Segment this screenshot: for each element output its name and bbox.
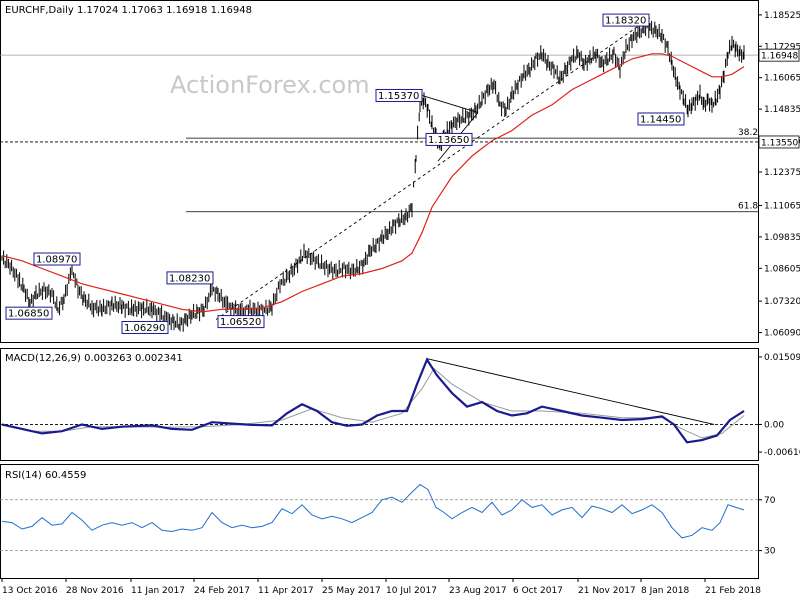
price-annotation-box (602, 13, 650, 27)
price-annotation-label: 1.08230 (169, 273, 210, 284)
x-tick-label: 24 Feb 2017 (194, 586, 250, 596)
price-annotation-label: 1.06520 (220, 317, 261, 328)
price-tick-label: 1.14835 (764, 105, 800, 115)
price-annotation-label: 1.18320 (605, 16, 646, 27)
price-bars (1, 19, 745, 332)
macd-line (1, 357, 745, 444)
price-annotation-box (425, 132, 473, 146)
price-annotation-box (121, 320, 169, 334)
price-annotation-label: 1.06850 (8, 309, 49, 320)
macd-tick-label: 0.00 (764, 420, 784, 430)
rsi-tick-label: 70 (764, 496, 776, 506)
current-price-box (758, 48, 800, 62)
uptrend-dashed-line (215, 17, 651, 320)
macd-label: MACD(12,26,9) 0.003263 0.002341 (5, 353, 183, 364)
x-tick-label: 11 Apr 2017 (258, 586, 314, 596)
price-annotation-box (637, 112, 685, 126)
price-annotation-box (166, 271, 214, 285)
macd-tick-label: 0.015092 (764, 353, 800, 363)
symbol-label: EURCHF,Daily 1.17024 1.17063 1.16918 1.1… (5, 5, 252, 16)
x-tick-label: 25 May 2017 (322, 586, 381, 596)
x-tick-label: 11 Jan 2017 (131, 586, 185, 596)
rsi-label: RSI(14) 60.4559 (5, 470, 86, 481)
price-tick-label: 1.12375 (764, 168, 800, 178)
price-tick-label: 1.09835 (764, 233, 800, 243)
price-annotation-label: 1.06290 (124, 323, 165, 334)
rsi-tick-label: 30 (764, 547, 776, 557)
x-tick-label: 28 Nov 2016 (66, 586, 124, 596)
watermark: ActionForex.com (170, 71, 370, 99)
macd-panel (0, 348, 759, 461)
macd-trendline (426, 358, 715, 425)
macd-tick-label: -0.00616 (764, 448, 800, 458)
x-tick-label: 21 Feb 2018 (705, 586, 761, 596)
fib-38-label: 38.2 (738, 128, 758, 138)
price-annotation-label: 1.08970 (36, 255, 77, 266)
rsi-line (1, 483, 745, 539)
price-annotation-label: 1.14450 (640, 114, 681, 125)
price-tick-label: 1.07320 (764, 297, 800, 307)
price-annotation-box (217, 315, 265, 329)
price-annotation-box (5, 306, 53, 320)
level-tag-label: 1.13550 (761, 138, 798, 148)
fib-61-label: 61.8 (738, 202, 758, 212)
price-tick-label: 1.06090 (764, 329, 800, 339)
level-tag-box (758, 135, 800, 149)
price-annotation-label: 1.15370 (378, 91, 419, 102)
triangle-upper-line (421, 95, 479, 114)
x-tick-label: 8 Jan 2018 (641, 586, 689, 596)
moving-average-line (1, 53, 745, 313)
price-tick-label: 1.11065 (764, 201, 800, 211)
x-tick-label: 23 Aug 2017 (449, 586, 507, 596)
x-axis: 13 Oct 2016 28 Nov 2016 11 Jan 2017 24 Feb … (1, 578, 761, 596)
rsi-panel (0, 464, 759, 579)
macd-layer: 0.015092 0.00 -0.00616 (0, 353, 800, 458)
rsi-layer: 70 30 (0, 483, 776, 557)
price-tick-label: 1.18525 (764, 11, 800, 21)
current-price-label: 1.16948 (761, 52, 798, 62)
price-tick-label: 1.17295 (764, 42, 800, 52)
x-tick-label: 21 Nov 2017 (578, 586, 636, 596)
x-tick-label: 13 Oct 2016 (2, 586, 58, 596)
price-annotation-box (33, 252, 81, 266)
price-annotation-box (375, 88, 423, 102)
price-panel (0, 0, 759, 343)
price-layer: 1.185251.172951.160651.148351.136051.123… (0, 11, 800, 339)
x-tick-label: 6 Oct 2017 (513, 586, 563, 596)
price-tick-label: 1.08605 (764, 264, 800, 274)
price-tick-label: 1.16065 (764, 74, 800, 84)
x-tick-label: 10 Jul 2017 (386, 586, 437, 596)
price-annotation-label: 1.13650 (428, 135, 469, 146)
